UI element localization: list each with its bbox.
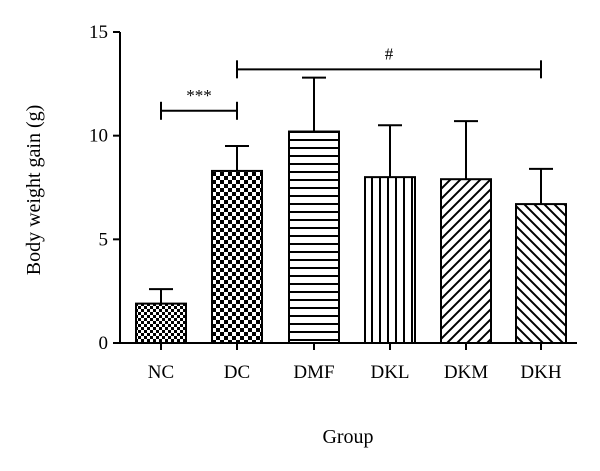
bar-dkh	[515, 203, 567, 344]
x-axis-label: Group	[322, 426, 373, 448]
bar-dc	[211, 169, 263, 344]
significance-annotations: *** #	[160, 44, 542, 120]
x-tick-label: DKH	[520, 362, 561, 383]
axes: 0 5 10 15 NC DC DMF DKL DKM DKH	[89, 22, 577, 383]
annotation-label: ***	[186, 86, 212, 105]
y-tick-label: 5	[99, 229, 109, 250]
x-tick-label: DKM	[444, 362, 488, 383]
bar-dmf	[288, 130, 340, 344]
bar-dkl	[364, 176, 416, 344]
annotation-label: #	[385, 44, 394, 63]
y-axis-label: Body weight gain (g)	[23, 105, 45, 276]
y-tick-label: 15	[89, 22, 108, 43]
y-tick-label: 10	[89, 126, 108, 147]
y-tick-label: 0	[99, 333, 109, 354]
x-tick-label: DC	[224, 362, 250, 383]
bar-nc	[135, 302, 187, 344]
x-tick-label: DKL	[370, 362, 409, 383]
bar-dkm	[440, 178, 492, 344]
x-tick-label: DMF	[293, 362, 334, 383]
x-tick-label: NC	[148, 362, 174, 383]
bars	[135, 76, 567, 344]
